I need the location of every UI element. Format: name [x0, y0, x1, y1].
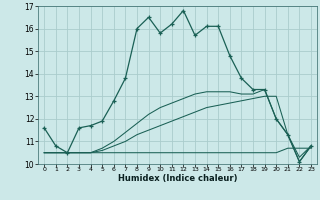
X-axis label: Humidex (Indice chaleur): Humidex (Indice chaleur): [118, 174, 237, 183]
